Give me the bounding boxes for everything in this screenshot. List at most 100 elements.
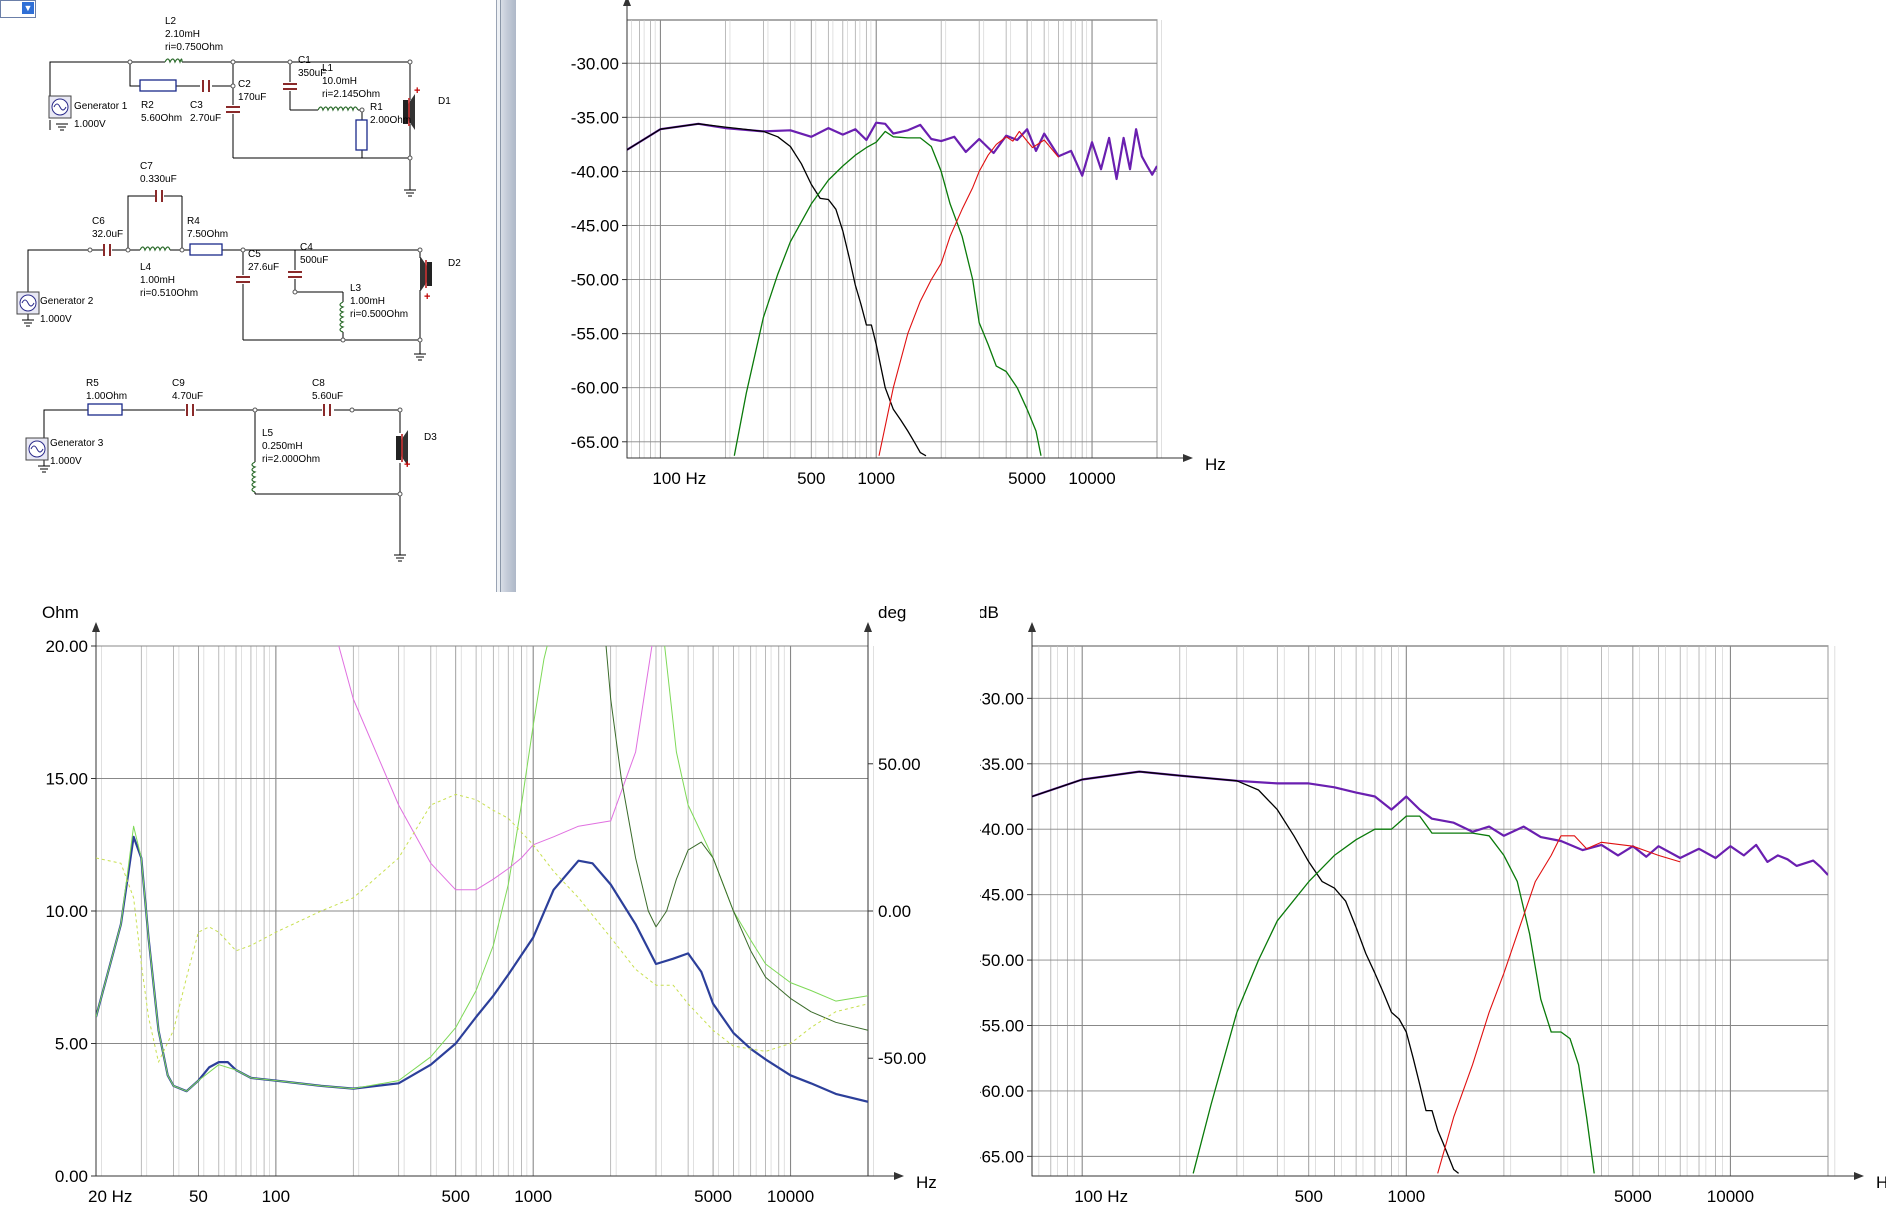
series-line-black	[627, 123, 927, 457]
schematic-panel[interactable]: ▼	[0, 0, 516, 592]
generator-1-icon[interactable]	[48, 95, 72, 119]
y-tick-label: -30.00	[571, 54, 619, 73]
label-C9: C9	[172, 378, 185, 389]
resistor-R1[interactable]	[355, 119, 368, 151]
label-C3-value: 2.70uF	[190, 113, 221, 124]
y-tick-label: 5.00	[55, 1035, 88, 1054]
series-group	[627, 121, 1157, 457]
resistor-R4[interactable]	[189, 243, 223, 256]
label-R5-value: 1.00Ohm	[86, 391, 127, 402]
label-generator-1-value: 1.000V	[74, 119, 106, 130]
x-tick-label: 50	[189, 1187, 208, 1206]
x-tick-label: 20 Hz	[88, 1187, 132, 1206]
x-tick-label: 1000	[1387, 1187, 1425, 1206]
capacitor-C4[interactable]	[288, 271, 302, 278]
ground-icon	[404, 189, 416, 197]
x-tick-label: 500	[797, 469, 825, 488]
generator-3-icon[interactable]	[25, 437, 49, 461]
x-tick-label: 10000	[1068, 469, 1115, 488]
panel-splitter[interactable]	[500, 0, 516, 592]
capacitor-C6[interactable]	[103, 244, 111, 256]
spl-graph-bottom[interactable]: -30.00 -35.00 -40.00 -45.00 -50.00 -55.00 -60.…	[976, 596, 1886, 1224]
y-axis-arrow-icon	[623, 0, 631, 6]
y2-tick-label: 50.00	[878, 755, 921, 774]
series-line-black	[1032, 770, 1460, 1174]
series-line-lightgreen	[664, 646, 868, 1002]
y-tick-label: 0.00	[55, 1167, 88, 1186]
y-tick-label: -50.00	[571, 271, 619, 290]
generator-2-icon[interactable]	[16, 291, 40, 315]
series-line-darkgreen	[605, 646, 868, 1031]
label-L2-ri: ri=0.750Ohm	[165, 42, 223, 53]
label-R4-value: 7.50Ohm	[187, 229, 228, 240]
inductor-L2[interactable]	[164, 58, 183, 64]
x-axis-label: Hz	[1205, 455, 1226, 474]
inductor-L4[interactable]	[139, 246, 171, 252]
schematic-canvas[interactable]: L2 2.10mH ri=0.750Ohm R2 5.60Ohm C3 2.70…	[0, 0, 500, 592]
y-tick-label: -55.00	[980, 1017, 1024, 1036]
label-L1-ri: ri=2.145Ohm	[322, 89, 380, 100]
y-tick-label: -65.00	[980, 1147, 1024, 1166]
x-tick-label: 1000	[514, 1187, 552, 1206]
y-tick-label: -40.00	[980, 820, 1024, 839]
label-L2-value: 2.10mH	[165, 29, 200, 40]
label-C8-value: 5.60uF	[312, 391, 343, 402]
ground-icon	[56, 123, 68, 131]
label-C9-value: 4.70uF	[172, 391, 203, 402]
spl-graph-top-canvas[interactable]: -30.00 -35.00 -40.00 -45.00 -50.00 -55.00 -60.…	[515, 0, 1495, 592]
resistor-R2[interactable]	[139, 79, 177, 92]
capacitor-C1[interactable]	[283, 83, 297, 90]
capacitor-C2[interactable]	[226, 106, 240, 113]
label-C5-value: 27.6uF	[248, 262, 279, 273]
ground-icon	[38, 465, 50, 473]
spl-graph-bottom-canvas[interactable]: -30.00 -35.00 -40.00 -45.00 -50.00 -55.00 -60.…	[976, 596, 1886, 1224]
ground-icon	[414, 353, 426, 361]
capacitor-C9[interactable]	[186, 404, 194, 416]
spl-graph-top[interactable]: -30.00 -35.00 -40.00 -45.00 -50.00 -55.00 -60.…	[515, 0, 1495, 592]
label-L3-ri: ri=0.500Ohm	[350, 309, 408, 320]
impedance-graph-canvas[interactable]: 0.00 5.00 10.00 15.00 20.00 20 Hz 50 100 500 1000…	[0, 596, 955, 1224]
label-C4: C4	[300, 242, 313, 253]
label-R1-value: 2.00Ohm	[370, 115, 411, 126]
series-line-magenta	[338, 646, 653, 891]
inductor-L5[interactable]	[251, 461, 257, 493]
y-tick-label: 10.00	[45, 902, 88, 921]
impedance-graph[interactable]: 0.00 5.00 10.00 15.00 20.00 20 Hz 50 100 500 1000…	[0, 596, 955, 1224]
series-line-yellowgreen	[96, 793, 868, 1063]
label-C7: C7	[140, 161, 153, 172]
speaker-D2-icon[interactable]	[420, 256, 432, 292]
x-axis-arrow-icon	[894, 1172, 904, 1180]
series-line-purple	[627, 121, 1157, 181]
label-C5: C5	[248, 249, 261, 260]
label-generator-1: Generator 1	[74, 101, 128, 112]
y2-tick-label: 0.00	[878, 902, 911, 921]
y-tick-label: -50.00	[980, 951, 1024, 970]
capacitor-C8[interactable]	[323, 404, 331, 416]
series-line-red	[1437, 835, 1681, 1174]
series-group	[1032, 770, 1828, 1174]
resistor-R5[interactable]	[87, 403, 123, 416]
series-line-purple	[1032, 770, 1828, 876]
y-axis-label: Ohm	[42, 603, 79, 622]
capacitor-C3[interactable]	[202, 80, 210, 92]
label-L4-ri: ri=0.510Ohm	[140, 288, 198, 299]
capacitor-C5[interactable]	[236, 276, 250, 283]
capacitor-C7[interactable]	[155, 190, 163, 202]
label-L2: L2	[165, 16, 177, 27]
x-tick-label: 100 Hz	[652, 469, 706, 488]
label-C2-value: 170uF	[238, 92, 266, 103]
x-axis-arrow-icon	[1183, 454, 1193, 462]
x-tick-label: 500	[1295, 1187, 1323, 1206]
inductor-L3[interactable]	[339, 301, 345, 333]
label-D1: D1	[438, 96, 451, 107]
component-selector-dropdown[interactable]: ▼	[0, 0, 36, 18]
label-C6: C6	[92, 216, 105, 227]
y2-tick-label: -50.00	[878, 1049, 926, 1068]
label-R2-value: 5.60Ohm	[141, 113, 182, 124]
label-L1: L1	[322, 63, 334, 74]
inductor-L1[interactable]	[317, 106, 359, 112]
x-tick-label: 5000	[1008, 469, 1046, 488]
ground-icon	[22, 319, 34, 327]
y-tick-label: 20.00	[45, 637, 88, 656]
chevron-down-icon[interactable]: ▼	[22, 2, 34, 14]
